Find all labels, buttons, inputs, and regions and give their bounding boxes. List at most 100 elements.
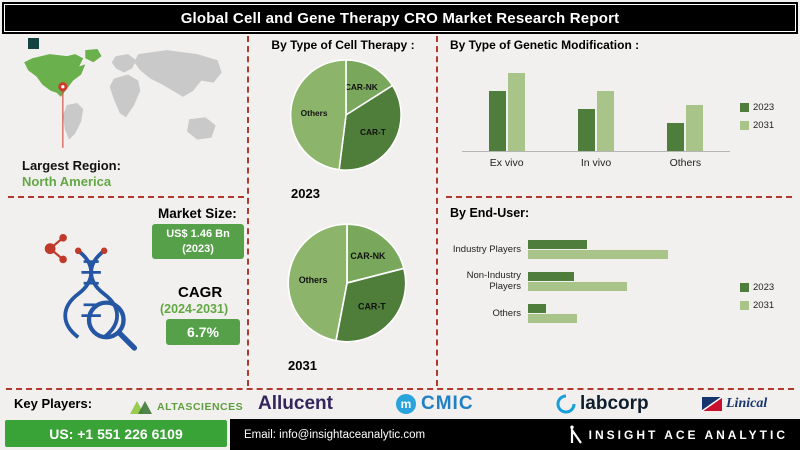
asia-shape [134,50,222,97]
legend-item-2023: 2023 [740,282,774,293]
logo-cmic: m CMIC [396,393,474,415]
pie-slice-CAR-T [334,267,407,343]
legend-item-2031: 2031 [740,120,774,131]
pie-slice-Others [287,223,348,342]
bar-2023-Non-Industry Players [528,271,574,281]
altasciences-triangles-icon [130,401,152,414]
altasciences-wordmark: ALTASCIENCES [157,401,244,413]
axis-category-label: In vivo [580,157,612,169]
divider [247,36,249,386]
linical-wordmark: Linical [726,396,768,411]
allucent-wordmark: Allucent [258,393,333,414]
cagr-value-box: 6.7% [166,319,240,345]
cagr-period: (2024-2031) [160,302,229,316]
market-size-label: Market Size: [158,206,237,221]
bar-2023-Industry Players [528,240,587,249]
bar-2031-In vivo [596,91,614,151]
bar-2023-In vivo [577,109,595,151]
logo-labcorp: labcorp [556,393,649,415]
hbar-row-Others: Others [448,303,730,323]
hbar-group [528,240,668,259]
north-america-shape [24,54,86,97]
hbar-group [528,271,627,291]
pie-year-label: 2031 [288,358,317,373]
bar-2031-Industry Players [528,250,668,259]
labcorp-swoosh-icon [556,394,576,414]
pie-slice-label: CAR-T [360,127,386,137]
labcorp-wordmark: labcorp [580,393,649,414]
legend-item-2031: 2031 [740,300,774,311]
brand-lockup: INSIGHT ACE ANALYTIC [569,425,788,444]
pie-slice-CAR-T [338,84,402,171]
market-size-year: (2023) [182,242,214,255]
chart-legend: 2023 2031 [740,282,774,311]
cmic-circle-icon: m [396,394,416,414]
hbar-group [528,303,577,323]
brand-name: INSIGHT ACE ANALYTIC [588,427,788,442]
linical-flag-icon [702,397,722,411]
legend-swatch [740,283,749,292]
largest-region-value: North America [22,174,112,189]
bar-group-Ex vivo [462,66,551,151]
bar-group-Others [641,66,730,151]
market-size-value-box: US$ 1.46 Bn (2023) [152,224,244,259]
legend-swatch [740,301,749,310]
greenland-shape [85,49,102,63]
chart-legend: 2023 2031 [740,102,774,131]
logo-linical: Linical [702,396,767,412]
corner-decoration [28,38,39,49]
end-user-chart: Industry Players Non-Industry Players Othe… [448,240,730,334]
axis-category-label: Others [492,307,521,319]
legend-label: 2031 [753,300,775,311]
axis-category-label: Non-Industry Players [466,270,521,293]
pie-slice-CAR-NK [346,223,405,285]
pie-slice-label: Others [301,108,328,118]
pie-slice-Others [289,59,347,171]
bar-2031-Non-Industry Players [528,281,627,291]
logo-altasciences: ALTASCIENCES [128,399,243,415]
pie-year-label: 2023 [291,186,320,201]
africa-shape [109,74,141,118]
largest-region-label: Largest Region: [22,158,121,173]
divider [8,196,244,198]
world-map [24,49,222,148]
genetic-modification-chart: Ex vivo In vivo Others [462,66,730,169]
bar-2023-Others [667,123,685,151]
legend-label: 2023 [753,282,775,293]
europe-shape [111,54,137,73]
bar-2031-Others [686,105,704,151]
key-players-label: Key Players: [14,396,93,411]
legend-label: 2031 [753,120,775,131]
divider [6,388,794,390]
axis-category-label: Others [669,157,702,169]
cagr-label: CAGR [178,284,223,301]
australia-shape [187,117,216,140]
bar-2023-Others [528,303,546,313]
bar-group-In vivo [551,66,640,151]
pie-chart-2031: CAR-NK CAR-T Others [287,223,407,343]
page-title: Global Cell and Gene Therapy CRO Market … [180,9,620,27]
cmic-wordmark: CMIC [421,393,474,414]
hbar-row-Industry Players: Industry Players [448,240,730,259]
bar-axis-labels: Ex vivo In vivo Others [462,152,730,169]
legend-swatch [740,103,749,112]
pie-slice-label: CAR-NK [345,82,378,92]
pie-slice-label: CAR-T [358,301,386,311]
header-bar: Global Cell and Gene Therapy CRO Market … [2,2,798,34]
dna-magnifier-icon [44,234,138,351]
market-size-value: US$ 1.46 Bn [166,228,230,241]
cell-therapy-title: By Type of Cell Therapy : [271,38,415,52]
insight-ace-logo-icon [569,425,582,444]
bar-2023-Ex vivo [488,91,506,151]
location-pin-center [61,85,65,89]
bar-2031-Others [528,313,577,323]
footer-bar: Email: info@insightaceanalytic.com INSIG… [230,419,800,450]
logo-allucent: Allucent [258,393,333,415]
bar-plot-area [462,66,730,152]
bar-2031-Ex vivo [507,73,525,151]
south-america-shape [62,103,84,140]
pie-slice-label: Others [299,275,328,285]
end-user-title: By End-User: [450,206,530,220]
legend-swatch [740,121,749,130]
